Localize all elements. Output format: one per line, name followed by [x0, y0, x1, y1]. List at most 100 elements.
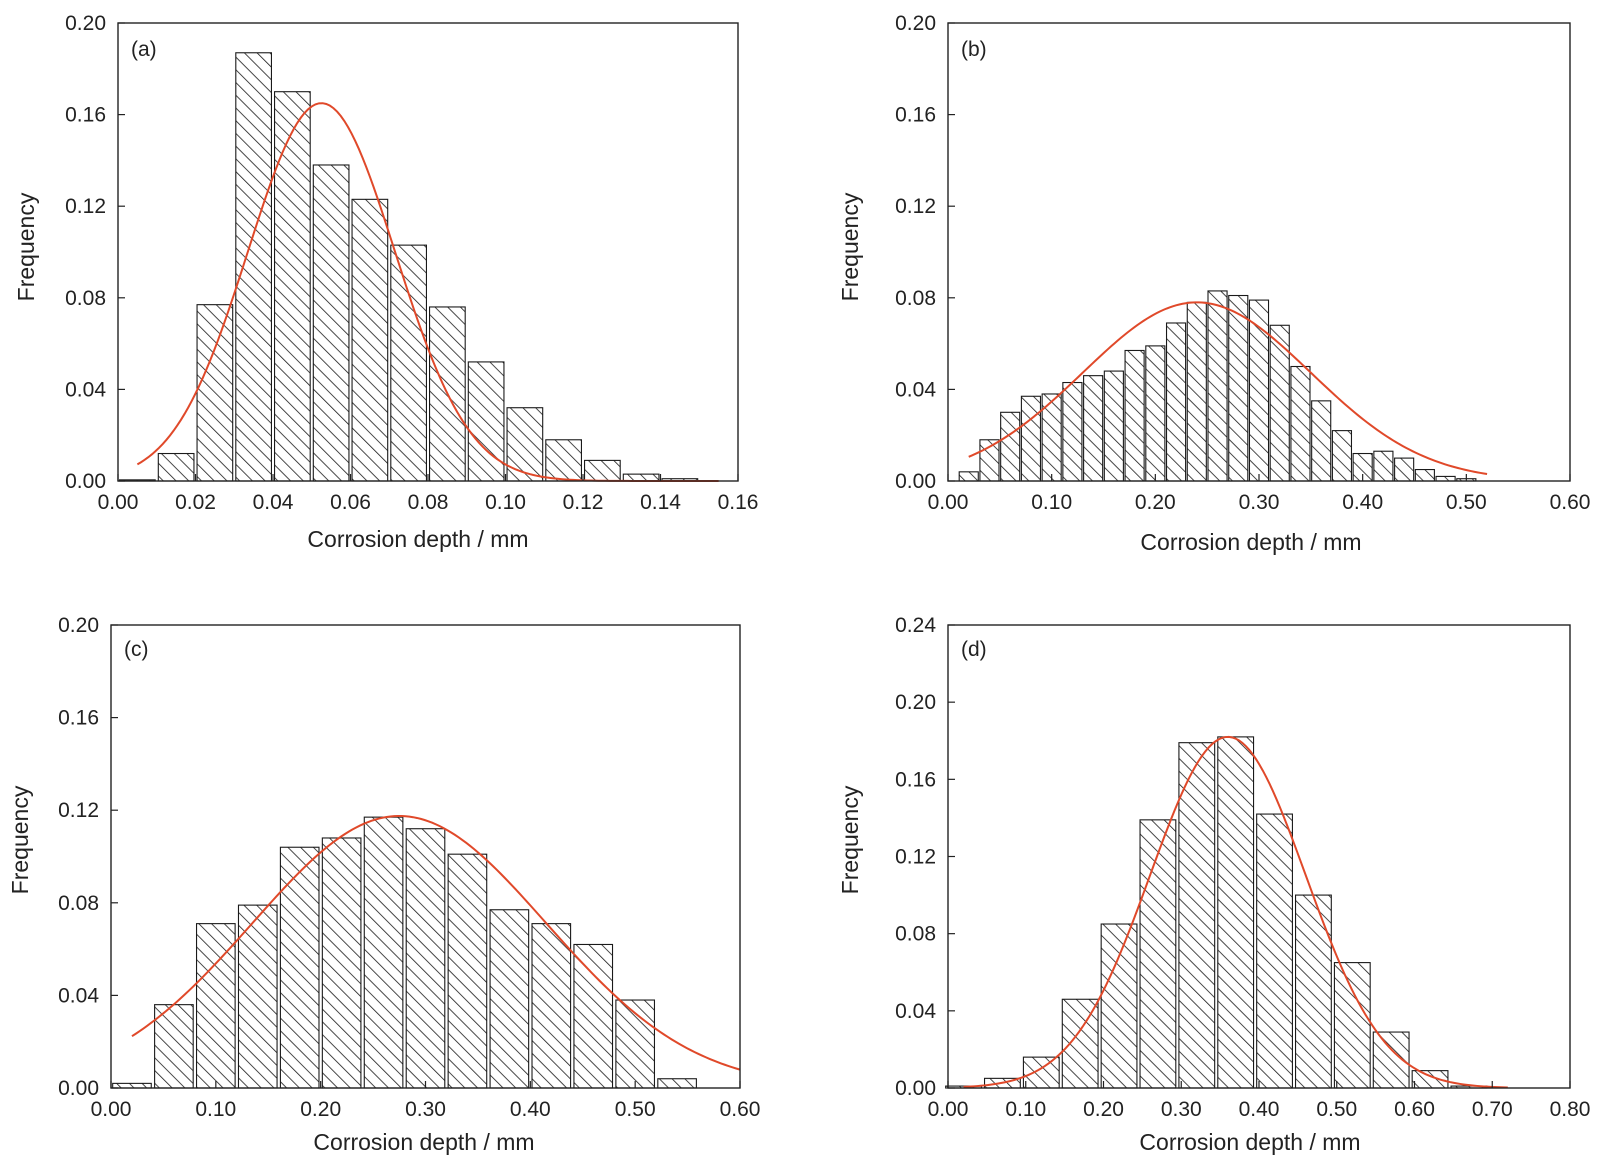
- x-tick-label: 0.10: [1031, 491, 1072, 514]
- x-tick-label: 0.10: [485, 491, 526, 514]
- bar: [1414, 468, 1435, 482]
- bar: [1311, 400, 1332, 482]
- y-tick-label: 0.12: [895, 195, 936, 218]
- plot-area: 0.00 0.02 0.04 0.06 0.08 0.10 0.12 0.14 0.16 0.00…: [65, 12, 758, 514]
- y-tick-label: 0.16: [65, 104, 106, 127]
- bar: [1290, 365, 1311, 482]
- bar: [1139, 819, 1177, 1089]
- y-tick-label: 0.20: [65, 12, 106, 35]
- panel-c: (c) Corrosion depth / mm Frequency 0.00 0…: [7, 614, 760, 1155]
- y-tick-label: 0.16: [895, 104, 936, 127]
- bar: [1333, 962, 1371, 1089]
- x-tick-label: 0.50: [615, 1098, 656, 1121]
- plot-area: 0.00 0.10 0.20 0.30 0.40 0.50 0.60 0.70 0.80 0.00…: [895, 614, 1590, 1121]
- x-tick-label: 0.02: [175, 491, 216, 514]
- bar: [1373, 450, 1394, 482]
- y-tick-label: 0.00: [58, 1077, 99, 1100]
- panel-label: (c): [124, 638, 149, 661]
- fit-curve: [968, 301, 1488, 475]
- bar: [1394, 457, 1415, 482]
- bar: [1165, 322, 1187, 482]
- x-tick-label: 0.00: [928, 491, 969, 514]
- bar: [1000, 411, 1021, 482]
- y-tick-label: 0.20: [58, 614, 99, 637]
- x-tick-label: 0.20: [1083, 1098, 1124, 1121]
- bar: [657, 1078, 697, 1089]
- bar: [1228, 294, 1249, 482]
- x-tick-label: 0.40: [1239, 1098, 1280, 1121]
- bar: [279, 846, 320, 1089]
- bar: [531, 923, 572, 1089]
- x-tick-label: 0.40: [510, 1098, 551, 1121]
- x-tick-label: 0.00: [98, 491, 139, 514]
- y-axis-label: Frequency: [837, 192, 863, 301]
- bar: [1083, 375, 1104, 482]
- bar: [583, 459, 621, 482]
- y-tick-label: 0.04: [58, 984, 99, 1007]
- y-tick-label: 0.16: [58, 707, 99, 730]
- x-tick-label: 0.50: [1446, 491, 1487, 514]
- fit-curve: [963, 735, 1508, 1089]
- x-tick-label: 0.10: [1005, 1098, 1046, 1121]
- y-tick-label: 0.04: [65, 378, 106, 401]
- y-tick-label: 0.16: [895, 768, 936, 791]
- bar: [405, 828, 446, 1089]
- bar: [545, 439, 582, 482]
- x-tick-label: 0.00: [928, 1098, 969, 1121]
- bar: [1217, 736, 1255, 1089]
- y-axis-label: Frequency: [7, 785, 33, 894]
- x-axis-label: Corrosion depth / mm: [1140, 529, 1361, 555]
- x-tick-label: 0.12: [563, 491, 604, 514]
- y-tick-label: 0.00: [895, 1077, 936, 1100]
- x-tick-label: 0.06: [330, 491, 371, 514]
- x-tick-label: 0.20: [300, 1098, 341, 1121]
- x-tick-label: 0.30: [1239, 491, 1280, 514]
- bar: [506, 407, 544, 482]
- panel-d: (d) Corrosion depth / mm Frequency 0.00 0…: [837, 614, 1590, 1155]
- y-tick-label: 0.04: [895, 1000, 936, 1023]
- y-tick-label: 0.08: [65, 287, 106, 310]
- x-tick-label: 0.70: [1472, 1098, 1513, 1121]
- y-tick-label: 0.08: [895, 287, 936, 310]
- x-tick-label: 0.60: [1394, 1098, 1435, 1121]
- panel-label: (a): [131, 38, 157, 61]
- x-tick-label: 0.10: [195, 1098, 236, 1121]
- bar: [321, 837, 362, 1089]
- bar: [273, 91, 311, 482]
- x-tick-label: 0.00: [91, 1098, 132, 1121]
- x-tick-label: 0.40: [1342, 491, 1383, 514]
- bar: [154, 1004, 194, 1089]
- y-tick-label: 0.12: [895, 846, 936, 869]
- y-tick-label: 0.12: [58, 799, 99, 822]
- bar: [1103, 370, 1124, 482]
- x-tick-label: 0.30: [1161, 1098, 1202, 1121]
- x-tick-label: 0.04: [253, 491, 294, 514]
- bar: [363, 816, 404, 1089]
- y-tick-label: 0.08: [58, 892, 99, 915]
- y-axis-label: Frequency: [13, 192, 39, 301]
- bars: [119, 52, 699, 482]
- bar: [447, 853, 488, 1089]
- bar: [489, 909, 530, 1089]
- bar: [1294, 894, 1332, 1089]
- y-tick-label: 0.12: [65, 195, 106, 218]
- bar: [1062, 381, 1083, 482]
- y-tick-label: 0.24: [895, 614, 936, 637]
- fit-curve: [131, 814, 741, 1071]
- panel-b: (b) Corrosion depth / mm Frequency 0.00 0…: [837, 12, 1590, 555]
- bar: [351, 198, 389, 482]
- y-tick-label: 0.20: [895, 12, 936, 35]
- bars: [958, 290, 1477, 482]
- bars: [112, 816, 697, 1089]
- bar: [1207, 290, 1228, 482]
- plot-area: 0.00 0.10 0.20 0.30 0.40 0.50 0.60 0.00 0.04 0.08…: [58, 614, 760, 1121]
- plot-area: 0.00 0.10 0.20 0.30 0.40 0.50 0.60 0.00 0.04 0.08…: [895, 12, 1590, 514]
- x-tick-label: 0.80: [1550, 1098, 1591, 1121]
- bar: [958, 471, 979, 482]
- bar: [1178, 742, 1216, 1089]
- bar: [1145, 345, 1166, 482]
- y-tick-label: 0.20: [895, 691, 936, 714]
- bar: [390, 244, 427, 482]
- bar: [235, 52, 273, 482]
- x-axis-label: Corrosion depth / mm: [313, 1129, 534, 1155]
